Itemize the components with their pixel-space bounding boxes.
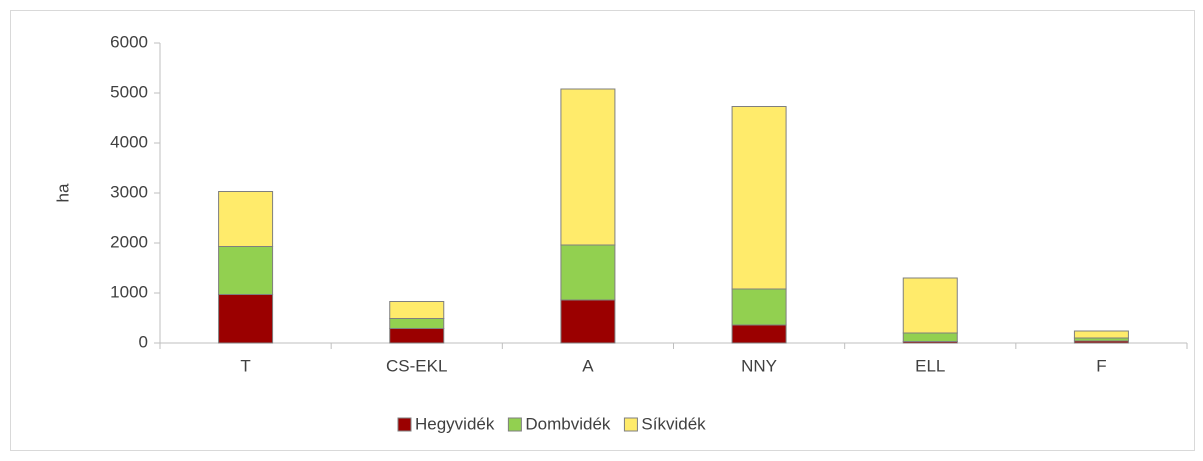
bar-segment xyxy=(389,301,445,319)
bar-segment xyxy=(560,88,616,246)
legend-swatch xyxy=(507,417,522,432)
y-tick-label: 1000 xyxy=(110,282,148,301)
y-tick-label: 5000 xyxy=(110,82,148,101)
bar-segment xyxy=(560,299,616,344)
y-tick-label: 4000 xyxy=(110,132,148,151)
y-tick-label: 3000 xyxy=(110,182,148,201)
bar-segment xyxy=(731,324,787,344)
y-tick-label: 2000 xyxy=(110,232,148,251)
bar-segment xyxy=(218,191,274,247)
x-tick-label: CS-EKL xyxy=(386,356,447,375)
bar-segment xyxy=(218,294,274,344)
x-tick-label: ELL xyxy=(915,356,945,375)
bar-segment xyxy=(218,246,274,295)
legend-label: Síkvidék xyxy=(641,414,706,433)
x-tick-label: T xyxy=(240,356,250,375)
legend-swatch xyxy=(623,417,638,432)
x-tick-label: NNY xyxy=(741,356,777,375)
x-tick-label: F xyxy=(1096,356,1106,375)
x-tick-label: A xyxy=(582,356,594,375)
y-tick-label: 6000 xyxy=(110,32,148,51)
bar-segment xyxy=(389,328,445,344)
legend-label: Dombvidék xyxy=(525,414,611,433)
bar-segment xyxy=(731,106,787,290)
bar-segment xyxy=(902,332,958,342)
y-axis-label: ha xyxy=(53,183,72,202)
bar-segment xyxy=(560,244,616,301)
bar-segment xyxy=(1073,330,1129,339)
y-tick-label: 0 xyxy=(139,332,148,351)
bar-segment xyxy=(389,318,445,329)
legend-label: Hegyvidék xyxy=(415,414,495,433)
legend-swatch xyxy=(397,417,412,432)
bar-segment xyxy=(902,277,958,334)
bar-segment xyxy=(731,288,787,326)
